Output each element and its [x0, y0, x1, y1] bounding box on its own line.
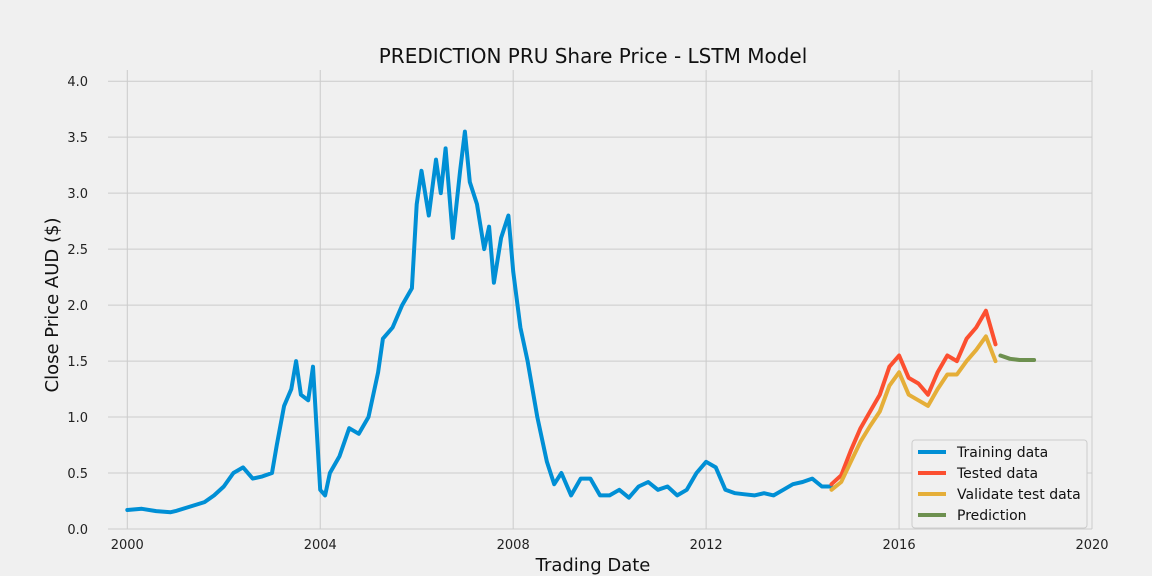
chart-title: PREDICTION PRU Share Price - LSTM Model [379, 44, 808, 68]
legend-label: Validate test data [957, 487, 1081, 503]
series-line-3 [998, 353, 1037, 362]
x-tick-label: 2004 [304, 538, 337, 553]
series-lines [125, 129, 1037, 515]
x-tick-label: 2016 [883, 538, 916, 553]
y-axis-title: Close Price AUD ($) [42, 218, 63, 393]
legend-label: Prediction [957, 508, 1027, 524]
x-tick-label: 2000 [111, 538, 144, 553]
y-tick-label: 2.5 [67, 243, 88, 258]
series-line-0 [125, 129, 834, 515]
tick-labels: 2000 2004 2008 2012 2016 2020 0.0 0.5 1.0 1.5 2.0 2… [67, 75, 1108, 553]
y-tick-label: 2.0 [67, 299, 88, 314]
legend: Training data Tested data Validate test da… [911, 439, 1088, 529]
series-line-2 [829, 334, 998, 492]
y-tick-label: 0.5 [67, 467, 88, 482]
x-tick-label: 2020 [1075, 538, 1108, 553]
y-tick-label: 0.0 [67, 523, 88, 538]
y-tick-label: 3.0 [67, 187, 88, 202]
legend-label: Tested data [956, 466, 1038, 482]
legend-label: Training data [956, 445, 1048, 461]
y-tick-label: 4.0 [67, 75, 88, 90]
y-tick-label: 1.0 [67, 411, 88, 426]
series-line-1 [829, 308, 998, 487]
y-tick-label: 1.5 [67, 355, 88, 370]
y-tick-label: 3.5 [67, 131, 88, 146]
x-tick-label: 2008 [497, 538, 530, 553]
legend-box [911, 439, 1088, 529]
grid [108, 70, 1093, 530]
x-axis-title: Trading Date [535, 555, 651, 576]
x-tick-label: 2012 [690, 538, 723, 553]
